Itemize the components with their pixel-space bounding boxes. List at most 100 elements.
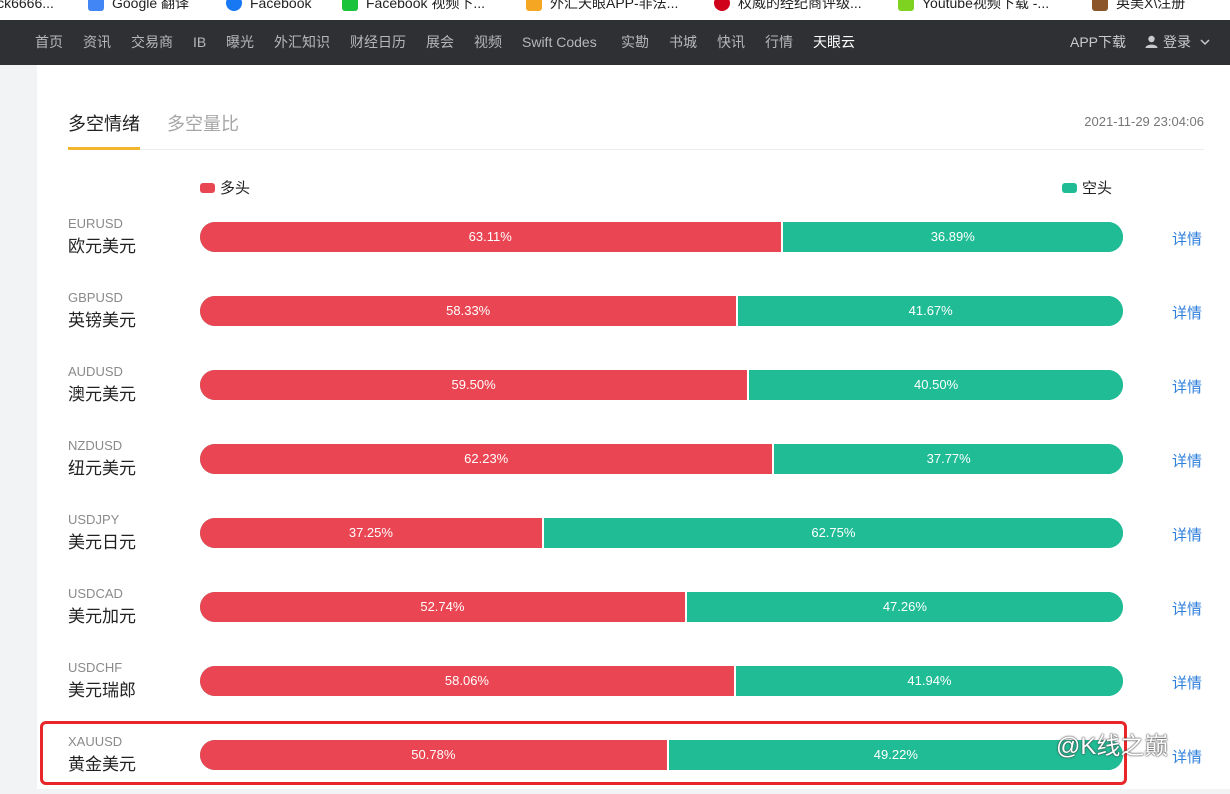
google-translate-icon: [88, 0, 104, 11]
download-icon: [342, 0, 358, 11]
pair-symbol: USDCHF: [68, 660, 123, 675]
sentiment-bar: 50.78% 49.22%: [200, 740, 1123, 770]
detail-link[interactable]: 详情: [1172, 601, 1203, 618]
legend-short: 空头: [1062, 177, 1112, 198]
pair-name: 欧元美元: [68, 237, 136, 256]
tab-ratio[interactable]: 多空量比: [167, 114, 239, 134]
legend-short-label: 空头: [1082, 180, 1113, 197]
detail-link[interactable]: 详情: [1172, 379, 1203, 396]
bookmark-item[interactable]: 权威的经纪商评级...: [714, 0, 862, 13]
nav-item-quotes[interactable]: 行情: [765, 34, 793, 50]
long-segment: 58.06%: [200, 666, 736, 696]
nav-item-survey[interactable]: 实勘: [621, 34, 649, 50]
bookmark-label: Youtube视频下载 -...: [922, 0, 1050, 11]
bookmarks-bar: ick6666... Google 翻译 Facebook Facebook 视…: [0, 0, 1230, 20]
pair-symbol: USDJPY: [68, 512, 120, 527]
left-margin: [0, 65, 37, 789]
nav-item-swift-codes[interactable]: Swift Codes: [522, 34, 597, 50]
nav-item-bookstore[interactable]: 书城: [669, 34, 697, 50]
rating-icon: [714, 0, 730, 11]
pair-symbol: USDCAD: [68, 586, 123, 601]
pair-symbol: NZDUSD: [68, 438, 123, 453]
bookmark-item[interactable]: 外汇天眼APP-非法...: [526, 0, 678, 13]
short-segment: 62.75%: [543, 518, 1123, 548]
update-timestamp: 2021-11-29 23:04:06: [1084, 114, 1204, 129]
pair-row: EURUSD 欧元美元 63.11% 36.89% 详情: [68, 216, 1208, 276]
pair-symbol: AUDUSD: [68, 364, 123, 379]
long-segment: 52.74%: [200, 592, 687, 622]
detail-link[interactable]: 详情: [1172, 231, 1203, 248]
pair-name: 美元日元: [68, 533, 136, 552]
sentiment-bar: 63.11% 36.89%: [200, 222, 1123, 252]
facebook-icon: [226, 0, 242, 11]
short-segment: 47.26%: [686, 592, 1123, 622]
youtube-download-icon: [898, 0, 914, 11]
app-icon: [526, 0, 542, 11]
pair-row: USDJPY 美元日元 37.25% 62.75% 详情: [68, 512, 1208, 572]
detail-link[interactable]: 详情: [1172, 453, 1203, 470]
short-segment: 41.94%: [735, 666, 1123, 696]
short-segment: 41.67%: [738, 296, 1123, 326]
nav-item-tianyan-cloud[interactable]: 天眼云: [813, 34, 855, 50]
long-segment: 50.78%: [200, 740, 669, 770]
pair-symbol: XAUUSD: [68, 734, 123, 749]
active-tab-indicator: [68, 147, 140, 150]
nav-item-flash[interactable]: 快讯: [717, 34, 745, 50]
login-button[interactable]: 登录: [1145, 20, 1210, 65]
nav-item-video[interactable]: 视频: [474, 34, 502, 50]
short-segment: 37.77%: [774, 444, 1123, 474]
pair-name: 澳元美元: [68, 385, 136, 404]
pair-name: 英镑美元: [68, 311, 136, 330]
bookmark-item[interactable]: Google 翻译: [88, 0, 189, 13]
nav-item-ib[interactable]: IB: [193, 34, 207, 50]
pair-name: 美元加元: [68, 607, 136, 626]
chevron-down-icon: [1200, 39, 1210, 46]
nav-item-forex-knowledge[interactable]: 外汇知识: [274, 34, 330, 50]
bookmark-label: Facebook 视频下...: [366, 0, 486, 11]
long-swatch-icon: [200, 182, 215, 193]
pair-row: XAUUSD 黄金美元 50.78% 49.22% 详情: [68, 734, 1208, 794]
bookmark-item[interactable]: ick6666...: [0, 0, 54, 13]
long-segment: 63.11%: [200, 222, 783, 252]
pair-row: USDCHF 美元瑞郎 58.06% 41.94% 详情: [68, 660, 1208, 720]
detail-link[interactable]: 详情: [1172, 749, 1203, 766]
pair-symbol: EURUSD: [68, 216, 123, 231]
pair-name: 纽元美元: [68, 459, 136, 478]
long-segment: 58.33%: [200, 296, 739, 326]
top-nav: 首页 资讯 交易商 IB 曝光 外汇知识 财经日历 展会 视频 Swift Co…: [0, 20, 1230, 65]
nav-item-brokers[interactable]: 交易商: [131, 34, 173, 50]
sentiment-bar: 58.33% 41.67%: [200, 296, 1123, 326]
sentiment-bar: 62.23% 37.77%: [200, 444, 1123, 474]
nav-item-home[interactable]: 首页: [35, 34, 63, 50]
short-segment: 49.22%: [668, 740, 1123, 770]
pair-name: 黄金美元: [68, 755, 136, 774]
sentiment-bar: 58.06% 41.94%: [200, 666, 1123, 696]
bookmark-label: 权威的经纪商评级...: [738, 0, 862, 11]
bookmark-item[interactable]: Facebook: [226, 0, 311, 13]
pair-row: GBPUSD 英镑美元 58.33% 41.67% 详情: [68, 290, 1208, 350]
bookmark-item[interactable]: Facebook 视频下...: [342, 0, 485, 13]
pair-row: NZDUSD 纽元美元 62.23% 37.77% 详情: [68, 438, 1208, 498]
bookmark-item[interactable]: 英美X\注册: [1092, 0, 1185, 13]
nav-item-expo[interactable]: 展会: [426, 34, 454, 50]
short-segment: 36.89%: [782, 222, 1123, 252]
detail-link[interactable]: 详情: [1172, 675, 1203, 692]
app-download-link[interactable]: APP下载: [1070, 34, 1127, 50]
bookmark-item[interactable]: Youtube视频下载 -...: [898, 0, 1049, 13]
legend-long: 多头: [200, 177, 250, 198]
pair-row: USDCAD 美元加元 52.74% 47.26% 详情: [68, 586, 1208, 646]
nav-item-calendar[interactable]: 财经日历: [350, 34, 406, 50]
pair-row: AUDUSD 澳元美元 59.50% 40.50% 详情: [68, 364, 1208, 424]
nav-item-news[interactable]: 资讯: [83, 34, 111, 50]
legend-long-label: 多头: [220, 180, 251, 197]
detail-link[interactable]: 详情: [1172, 527, 1203, 544]
bookmark-label: Google 翻译: [112, 0, 190, 11]
pair-name: 美元瑞郎: [68, 681, 136, 700]
tab-sentiment[interactable]: 多空情绪: [68, 114, 140, 134]
long-segment: 62.23%: [200, 444, 775, 474]
short-swatch-icon: [1062, 182, 1077, 193]
nav-item-exposure[interactable]: 曝光: [226, 34, 254, 50]
bookmark-label: Facebook: [250, 0, 312, 11]
detail-link[interactable]: 详情: [1172, 305, 1203, 322]
tab-divider: [68, 149, 1204, 150]
